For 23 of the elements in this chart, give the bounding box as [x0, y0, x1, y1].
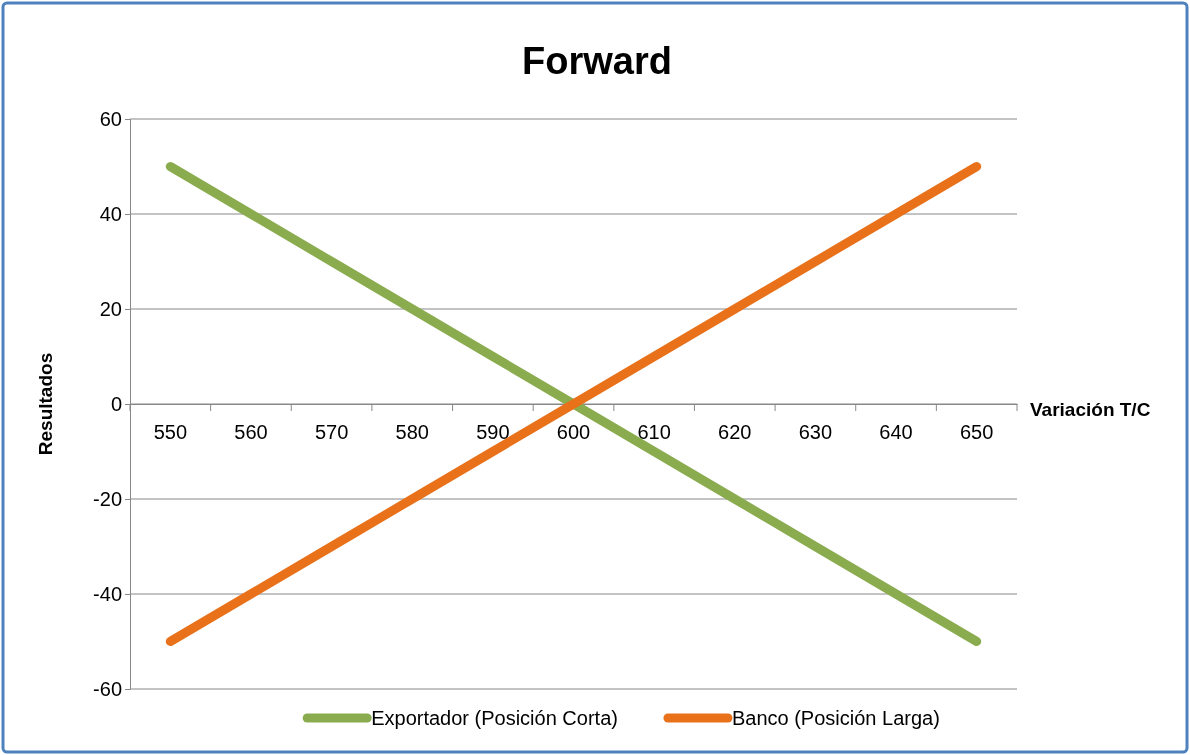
x-tick-label: 600 — [556, 421, 591, 443]
x-axis-title: Variación T/C — [1030, 399, 1151, 420]
y-tick-label: 40 — [99, 202, 122, 225]
x-tick-label: 560 — [234, 421, 268, 443]
y-axis-title: Resultados — [35, 352, 56, 456]
x-tick-label: 650 — [959, 421, 994, 443]
y-tick-label: -20 — [93, 487, 122, 510]
x-tick-label: 630 — [798, 421, 833, 443]
y-tick-label: 0 — [110, 392, 122, 415]
x-tick-label: 580 — [395, 421, 429, 443]
x-tick-label: 590 — [476, 421, 510, 443]
x-tick-label: 550 — [153, 421, 188, 443]
legend-label: Exportador (Posición Corta) — [371, 707, 618, 729]
chart-title: Forward — [522, 40, 672, 82]
y-tick-label: -60 — [93, 677, 122, 700]
x-tick-label: 640 — [879, 421, 913, 443]
x-tick-label: 610 — [637, 421, 671, 443]
y-tick-label: -40 — [93, 582, 122, 605]
y-tick-label: 60 — [99, 107, 122, 130]
x-tick-label: 570 — [314, 421, 349, 443]
y-tick-label: 20 — [99, 297, 122, 320]
legend-label: Banco (Posición Larga) — [731, 707, 940, 729]
x-tick-label: 620 — [718, 421, 752, 443]
